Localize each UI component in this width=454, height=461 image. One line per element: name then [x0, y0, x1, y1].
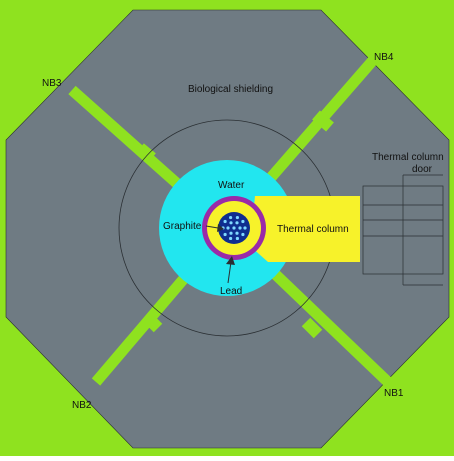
collar-nb2 — [143, 313, 163, 333]
collar-nb3 — [136, 143, 156, 163]
fuel-element — [241, 232, 245, 237]
fuel-element — [229, 215, 233, 220]
label-thermal-column: Thermal column — [277, 224, 349, 235]
fuel-element — [232, 226, 236, 230]
arrow-up-icon — [226, 256, 235, 284]
beam-tube-collars — [136, 110, 334, 339]
label-nb4: NB4 — [374, 52, 394, 63]
fuel-element — [229, 231, 233, 235]
label-graphite: Graphite — [163, 221, 202, 232]
fuel-element — [235, 236, 239, 241]
label-thermal-column-door-line1: Thermal column — [372, 152, 444, 163]
fuel-element — [229, 221, 233, 225]
label-lead: Lead — [220, 286, 242, 297]
label-water: Water — [218, 180, 245, 191]
fuel-element — [223, 219, 227, 224]
label-nb2: NB2 — [72, 400, 92, 411]
fuel-element — [226, 226, 230, 230]
fuel-element — [235, 231, 239, 235]
fuel-element — [235, 215, 239, 220]
fuel-element — [241, 219, 245, 224]
thermal-column-block — [250, 196, 360, 262]
label-thermal-column-door-line2: door — [412, 164, 433, 175]
fuel-element — [223, 232, 227, 237]
fuel-element — [243, 226, 247, 230]
fuel-element — [229, 236, 233, 241]
fuel-elements — [221, 215, 247, 241]
label-nb3: NB3 — [42, 78, 62, 89]
collar-nb4 — [312, 110, 334, 132]
label-biological-shielding: Biological shielding — [188, 84, 273, 95]
fuel-element — [238, 226, 242, 230]
thermal-column-door — [362, 174, 444, 286]
label-nb1: NB1 — [384, 388, 404, 399]
fuel-element — [235, 221, 239, 225]
collar-nb1 — [301, 317, 323, 339]
arrow-right-icon — [205, 224, 224, 232]
